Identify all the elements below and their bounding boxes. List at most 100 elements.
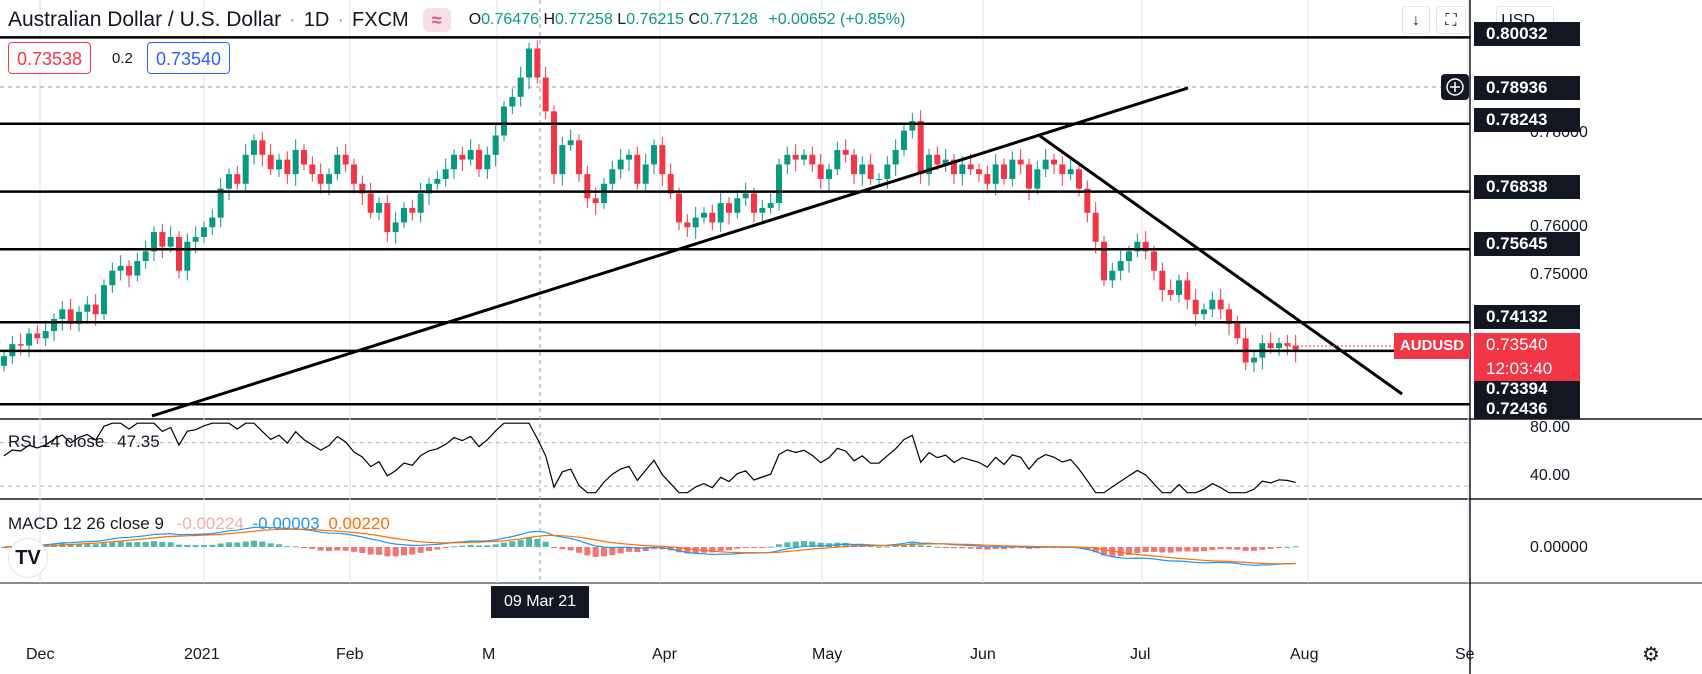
candle-body [1251,357,1257,363]
sell-button[interactable]: 0.73538 [8,42,92,74]
macd-histogram-bar [217,543,224,547]
candle-body [659,145,666,175]
signal-line [3,528,1296,565]
candle-body [1067,169,1074,175]
rsi-line [3,422,1296,494]
logo[interactable]: TV [8,538,48,578]
price-level-label: 0.73394 [1474,377,1580,401]
macd-histogram-bar [509,541,516,547]
macd-histogram-bar [459,545,466,547]
candle-body [742,193,749,199]
macd-histogram-bar [959,547,966,549]
candle-body [492,135,499,155]
candle-body [184,241,191,271]
rsi-tick-label: 80.00 [1530,419,1571,436]
macd-histogram-bar [1092,547,1099,553]
candle-body [967,164,974,170]
candle-body [67,309,74,324]
support-trendline [151,86,1189,418]
price-level-label: 0.78243 [1474,108,1580,132]
candle-body [92,304,99,315]
download-button[interactable]: ↓ [1402,6,1430,34]
macd-histogram-bar [634,547,641,553]
candle-body [934,154,941,165]
candle-body [1267,343,1274,348]
candle-body [234,174,241,184]
candle-body [109,270,116,286]
candle-body [1192,299,1199,315]
candle-body [884,164,891,179]
candle-body [859,164,866,175]
candle-body [1234,323,1241,339]
rsi-title: RSI 14 close [8,432,105,451]
candle-body [1117,261,1124,271]
interval-label[interactable]: 1D [303,8,330,31]
candle-body [84,304,91,312]
candle-body [359,183,366,194]
candle-body [959,164,966,175]
macd-histogram-bar [1284,546,1291,548]
macd-histogram-bar [817,542,824,547]
candle-body [451,154,457,170]
macd-histogram-bar [1134,547,1141,554]
macd-histogram-bar [1167,547,1174,553]
rsi-legend[interactable]: RSI 14 close 47.35 [8,432,160,452]
candle-body [534,48,541,78]
macd-histogram-bar [1184,547,1191,552]
macd-histogram-bar [1234,547,1241,550]
fullscreen-button[interactable]: ⛶ [1436,6,1466,34]
macd-histogram-bar [392,547,399,557]
x-tick-label: Jul [1130,646,1151,663]
candle-body [817,164,824,179]
candle-body [1084,188,1091,213]
candle-body [851,154,857,175]
price-level-label: 0.76838 [1474,175,1580,199]
price-level-label: 0.80032 [1474,22,1580,46]
macd-histogram-bar [209,544,216,547]
macd-legend[interactable]: MACD 12 26 close 9 -0.00224 -0.00003 0.0… [8,514,390,534]
macd-histogram-bar [409,547,416,555]
macd-histogram-bar [176,544,182,547]
last-price-label: 0.73540 12:03:40 [1474,333,1580,381]
buy-button[interactable]: 0.73540 [147,42,231,74]
macd-histogram-bar [451,546,457,548]
macd-tick-label: 0.00000 [1530,539,1588,556]
y-tick-label: 0.78000 [1530,124,1588,141]
candle-body [326,174,332,184]
gear-icon[interactable]: ⚙ [1642,644,1660,666]
macd-histogram-bar [767,546,774,548]
macd-histogram-bar [92,544,99,547]
ohlc-readout: O0.76476 H0.77258 L0.76215 C0.77128 +0.0… [468,11,906,28]
low-value: 0.76215 [626,11,685,28]
bar-countdown: 12:03:40 [1486,359,1553,378]
macd-histogram-bar [317,547,324,551]
candle-body [576,140,582,175]
macd-histogram-bar [1217,547,1224,550]
candle-body [101,285,107,315]
indicator-badge-icon[interactable]: ≈ [422,8,451,32]
macd-histogram-bar [976,547,982,549]
candle-body [201,227,207,237]
candle-body [1051,159,1057,165]
x-tick-label: M [482,646,496,663]
macd-histogram-bar [534,538,541,547]
candle-body [159,232,166,247]
x-tick-label: 2021 [184,646,220,663]
candle-body [226,174,232,189]
candle-body [567,140,574,146]
candle-body [926,154,932,175]
macd-histogram-bar [334,547,341,551]
macd-histogram-bar [1276,547,1282,548]
candle-body [717,203,724,223]
macd-histogram-bar [801,541,807,547]
macd-histogram-bar [759,547,766,548]
symbol-title[interactable]: Australian Dollar / U.S. Dollar [8,8,282,31]
candle-body [651,145,657,165]
candle-body [826,169,832,179]
candle-body [334,154,341,175]
candle-body [317,174,324,184]
candle-body [701,212,707,218]
macd-histogram-bar [376,547,382,555]
macd-histogram-bar [192,545,199,547]
